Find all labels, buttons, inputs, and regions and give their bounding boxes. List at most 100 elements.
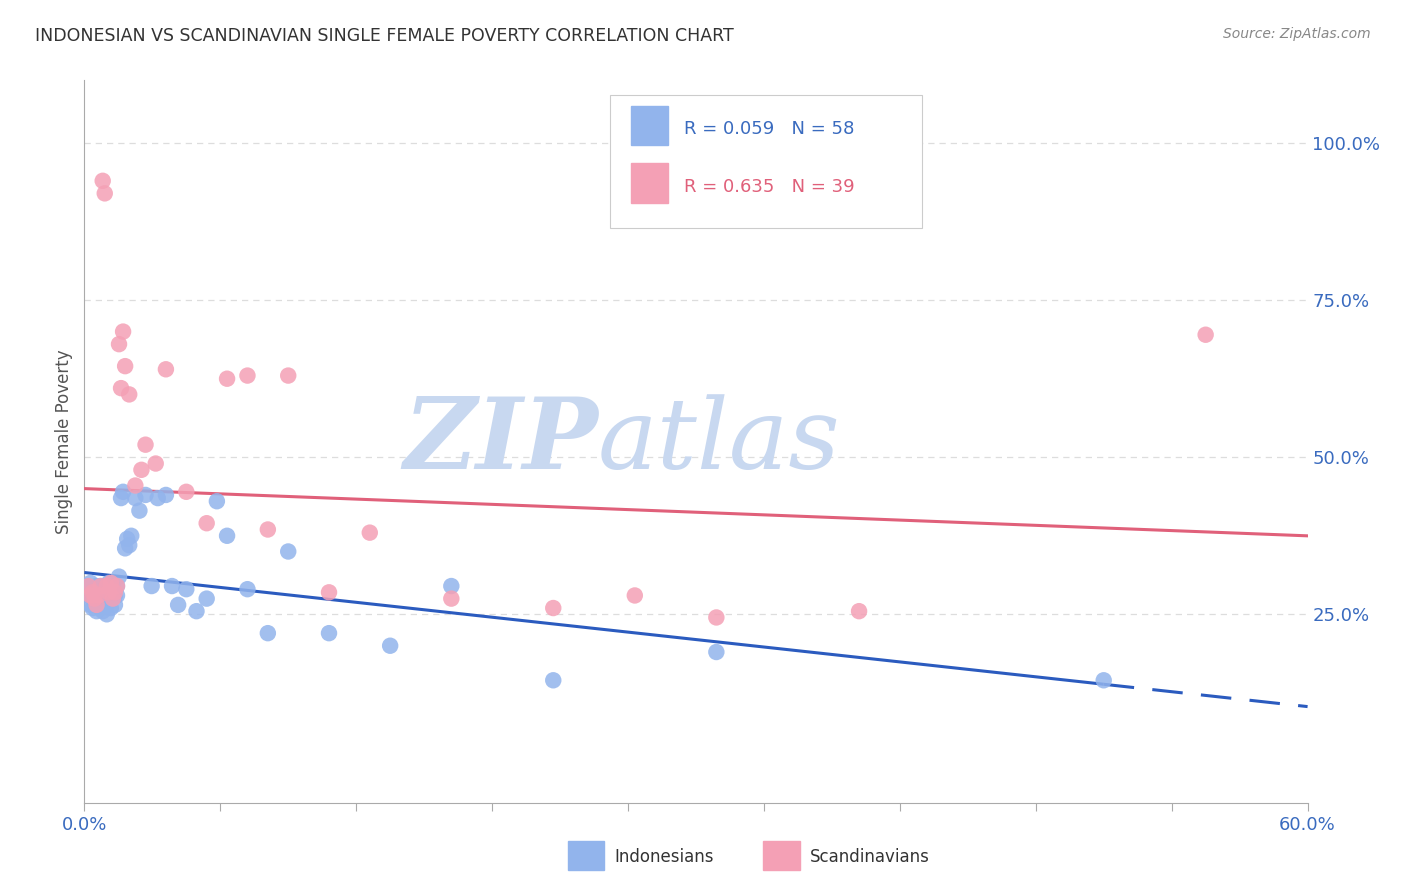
Point xyxy=(82,591,104,606)
Point xyxy=(112,325,135,339)
Point xyxy=(318,585,340,599)
Point xyxy=(90,579,112,593)
Point xyxy=(155,488,177,502)
Point xyxy=(115,532,138,546)
Text: Source: ZipAtlas.com: Source: ZipAtlas.com xyxy=(1223,27,1371,41)
Point xyxy=(257,523,280,537)
FancyBboxPatch shape xyxy=(610,95,922,228)
Point xyxy=(83,595,105,609)
Point xyxy=(101,579,124,593)
Point xyxy=(82,601,104,615)
Point xyxy=(96,607,118,622)
Point xyxy=(706,645,728,659)
Point xyxy=(87,598,110,612)
Point xyxy=(91,174,114,188)
Point xyxy=(77,589,100,603)
Point xyxy=(90,579,112,593)
Text: atlas: atlas xyxy=(598,394,841,489)
Point xyxy=(141,579,163,593)
Text: Indonesians: Indonesians xyxy=(614,848,713,866)
Point xyxy=(87,585,110,599)
Point xyxy=(543,601,565,615)
Point xyxy=(145,457,167,471)
Point xyxy=(79,598,101,612)
Point xyxy=(96,589,118,603)
Point xyxy=(93,186,115,201)
Point xyxy=(146,491,169,505)
Point xyxy=(257,626,280,640)
Point xyxy=(97,595,120,609)
Point xyxy=(86,579,108,593)
Point xyxy=(77,579,100,593)
Point xyxy=(167,598,190,612)
Bar xyxy=(631,163,668,203)
Bar xyxy=(631,105,668,145)
Point xyxy=(114,541,136,556)
Y-axis label: Single Female Poverty: Single Female Poverty xyxy=(55,350,73,533)
Point xyxy=(118,538,141,552)
Point xyxy=(105,589,128,603)
Point xyxy=(174,484,197,499)
Point xyxy=(277,544,299,558)
Text: ZIP: ZIP xyxy=(404,393,598,490)
Point xyxy=(624,589,647,603)
Point xyxy=(114,359,136,373)
Point xyxy=(108,569,131,583)
Point xyxy=(155,362,177,376)
Point xyxy=(380,639,402,653)
Point xyxy=(120,529,142,543)
Point xyxy=(440,579,463,593)
Point xyxy=(543,673,565,688)
Point xyxy=(101,591,124,606)
Point xyxy=(1195,327,1218,342)
Point xyxy=(706,610,728,624)
Point xyxy=(118,387,141,401)
Point xyxy=(93,598,115,612)
Point xyxy=(100,575,122,590)
Point xyxy=(205,494,228,508)
Point xyxy=(131,463,153,477)
Point xyxy=(124,491,146,505)
Bar xyxy=(763,841,800,870)
Point xyxy=(100,585,122,599)
Point xyxy=(186,604,208,618)
Point xyxy=(217,529,239,543)
Point xyxy=(318,626,340,640)
Point xyxy=(97,575,120,590)
Point xyxy=(75,579,97,593)
Point xyxy=(82,585,104,599)
Point xyxy=(91,604,114,618)
Point xyxy=(79,589,101,603)
Point xyxy=(105,579,128,593)
Text: R = 0.059   N = 58: R = 0.059 N = 58 xyxy=(683,120,853,138)
Point xyxy=(135,488,157,502)
Point xyxy=(174,582,197,597)
Point xyxy=(93,582,115,597)
Text: Scandinavians: Scandinavians xyxy=(810,848,929,866)
Point xyxy=(124,478,146,492)
Point xyxy=(160,579,183,593)
Point xyxy=(848,604,870,618)
Point xyxy=(86,604,108,618)
Point xyxy=(217,372,239,386)
Point xyxy=(87,589,110,603)
Point xyxy=(440,591,463,606)
Point xyxy=(359,525,381,540)
Point xyxy=(236,582,259,597)
Point xyxy=(1092,673,1115,688)
Bar xyxy=(568,841,605,870)
Point xyxy=(79,575,101,590)
Point xyxy=(86,598,108,612)
Point xyxy=(195,591,218,606)
Point xyxy=(104,585,127,599)
Point xyxy=(83,591,105,606)
Text: INDONESIAN VS SCANDINAVIAN SINGLE FEMALE POVERTY CORRELATION CHART: INDONESIAN VS SCANDINAVIAN SINGLE FEMALE… xyxy=(35,27,734,45)
Point xyxy=(90,601,112,615)
Point xyxy=(236,368,259,383)
Point xyxy=(105,579,128,593)
Point xyxy=(135,438,157,452)
Point xyxy=(96,579,118,593)
Point xyxy=(83,585,105,599)
Point xyxy=(108,337,131,351)
Point xyxy=(104,589,127,603)
